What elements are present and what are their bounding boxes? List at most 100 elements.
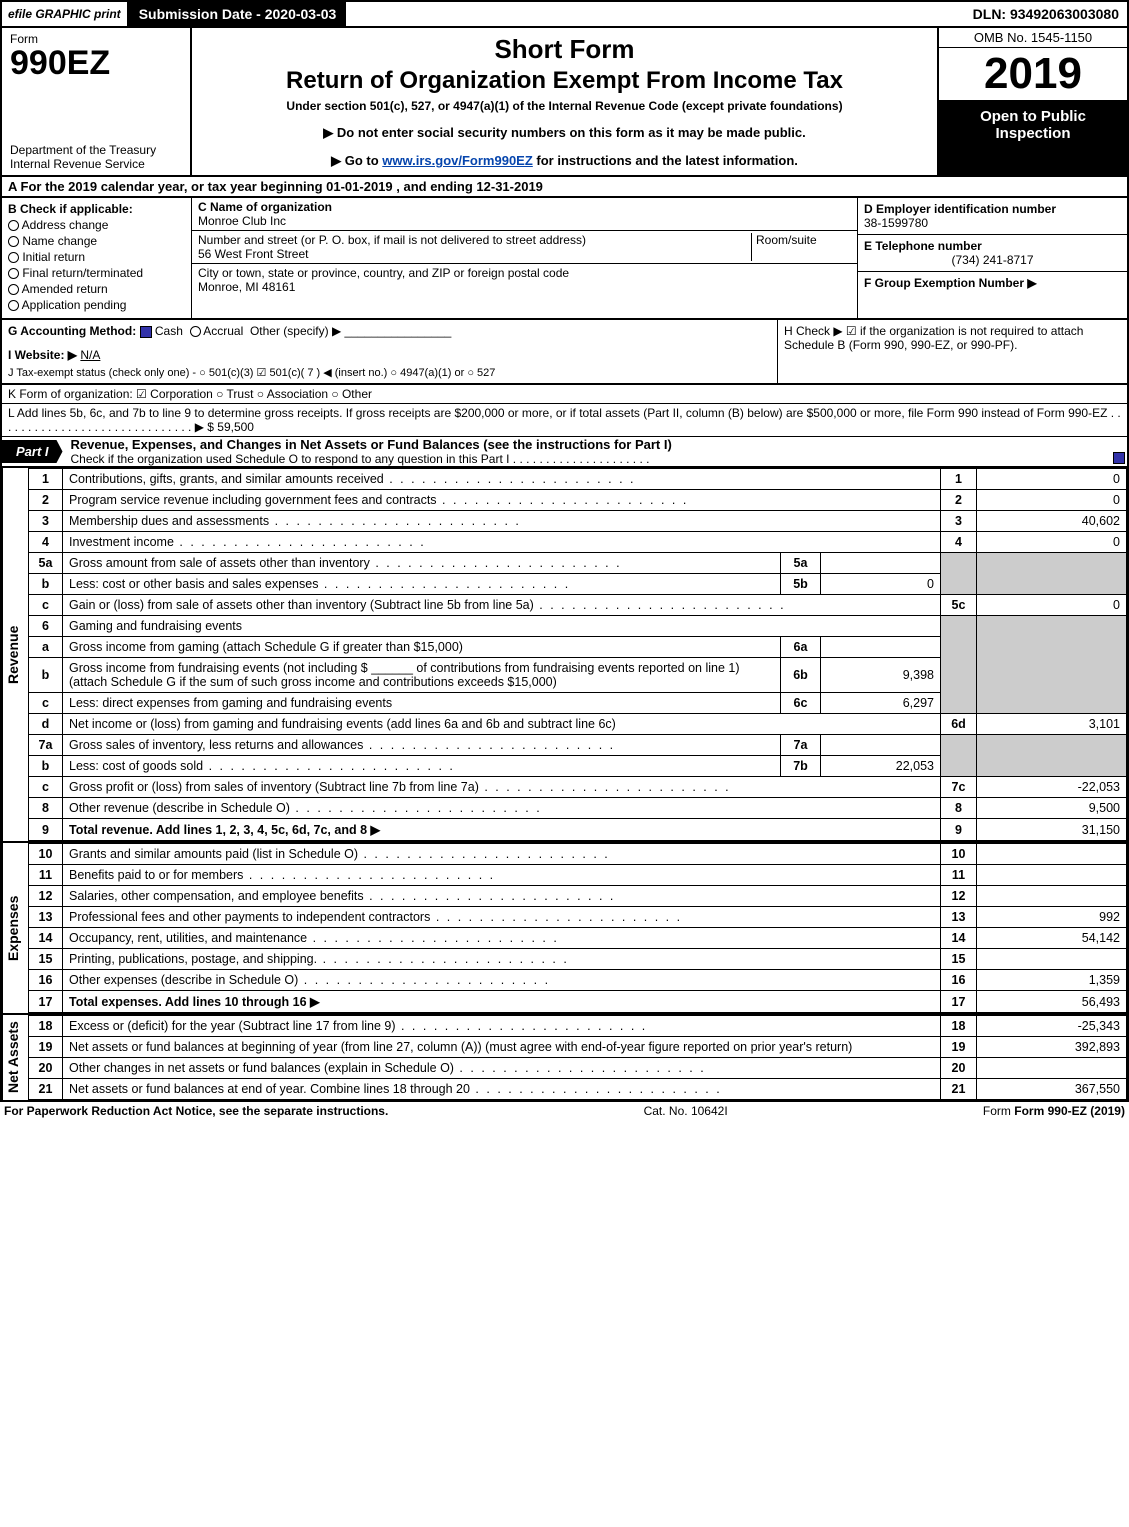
revenue-label: Revenue — [2, 468, 28, 841]
expenses-table: 10Grants and similar amounts paid (list … — [28, 843, 1127, 1013]
expenses-label: Expenses — [2, 843, 28, 1013]
row-4: 4Investment income40 — [29, 532, 1127, 553]
part1-tag: Part I — [2, 440, 63, 463]
cb-initial-return[interactable]: Initial return — [8, 250, 185, 264]
addr-label: Number and street (or P. O. box, if mail… — [198, 233, 586, 247]
paperwork-notice: For Paperwork Reduction Act Notice, see … — [4, 1104, 388, 1118]
note-goto: ▶ Go to www.irs.gov/Form990EZ for instru… — [202, 153, 927, 169]
part1-scheduleo-checkbox[interactable] — [1113, 452, 1125, 464]
line-a-period: A For the 2019 calendar year, or tax yea… — [0, 177, 1129, 198]
form-header: Form 990EZ Department of the Treasury In… — [0, 28, 1129, 177]
org-address: 56 West Front Street — [198, 247, 309, 261]
cb-final-return[interactable]: Final return/terminated — [8, 266, 185, 280]
row-10: 10Grants and similar amounts paid (list … — [29, 844, 1127, 865]
ein-label: D Employer identification number — [864, 202, 1056, 216]
row-14: 14Occupancy, rent, utilities, and mainte… — [29, 928, 1127, 949]
block-gh: G Accounting Method: Cash Accrual Other … — [0, 320, 1129, 385]
tax-year: 2019 — [939, 48, 1127, 100]
row-18: 18Excess or (deficit) for the year (Subt… — [29, 1016, 1127, 1037]
row-20: 20Other changes in net assets or fund ba… — [29, 1058, 1127, 1079]
row-12: 12Salaries, other compensation, and empl… — [29, 886, 1127, 907]
row-3: 3Membership dues and assessments340,602 — [29, 511, 1127, 532]
row-21: 21Net assets or fund balances at end of … — [29, 1079, 1127, 1100]
cb-accrual[interactable] — [190, 326, 201, 337]
cb-name-change[interactable]: Name change — [8, 234, 185, 248]
efile-print[interactable]: efile GRAPHIC print — [2, 2, 129, 26]
revenue-section: Revenue 1Contributions, gifts, grants, a… — [0, 468, 1129, 843]
row-16: 16Other expenses (describe in Schedule O… — [29, 970, 1127, 991]
form-number: 990EZ — [10, 46, 182, 80]
row-5a: 5aGross amount from sale of assets other… — [29, 553, 1127, 574]
top-bar: efile GRAPHIC print Submission Date - 20… — [0, 0, 1129, 28]
city-label: City or town, state or province, country… — [198, 266, 569, 280]
netassets-label: Net Assets — [2, 1015, 28, 1100]
room-suite-label: Room/suite — [751, 233, 851, 261]
form-header-center: Short Form Return of Organization Exempt… — [192, 28, 937, 175]
cb-address-change[interactable]: Address change — [8, 218, 185, 232]
box-b: B Check if applicable: Address change Na… — [2, 198, 192, 318]
entity-block: B Check if applicable: Address change Na… — [0, 198, 1129, 320]
row-11: 11Benefits paid to or for members11 — [29, 865, 1127, 886]
topbar-spacer — [346, 2, 964, 26]
row-1: 1Contributions, gifts, grants, and simil… — [29, 469, 1127, 490]
submission-date: Submission Date - 2020-03-03 — [129, 2, 347, 26]
org-name-label: C Name of organization — [198, 200, 332, 214]
efile-label: efile GRAPHIC print — [8, 7, 121, 21]
row-9: 9Total revenue. Add lines 1, 2, 3, 4, 5c… — [29, 819, 1127, 841]
irs-label: Internal Revenue Service — [10, 157, 182, 171]
row-6d: dNet income or (loss) from gaming and fu… — [29, 714, 1127, 735]
phone-label: E Telephone number — [864, 239, 982, 253]
note-goto-post: for instructions and the latest informat… — [533, 153, 798, 168]
under-section: Under section 501(c), 527, or 4947(a)(1)… — [202, 99, 927, 113]
part1-header: Part I Revenue, Expenses, and Changes in… — [0, 437, 1129, 468]
row-6: 6Gaming and fundraising events — [29, 616, 1127, 637]
group-exemption-label: F Group Exemption Number ▶ — [864, 276, 1037, 290]
row-19: 19Net assets or fund balances at beginni… — [29, 1037, 1127, 1058]
note-goto-pre: ▶ Go to — [331, 153, 382, 168]
return-title: Return of Organization Exempt From Incom… — [202, 67, 927, 95]
line-h: H Check ▶ ☑ if the organization is not r… — [777, 320, 1127, 383]
org-city: Monroe, MI 48161 — [198, 280, 295, 294]
phone-value: (734) 241-8717 — [864, 253, 1121, 267]
form-footer-id: Form Form 990-EZ (2019) — [983, 1104, 1125, 1118]
line-l: L Add lines 5b, 6c, and 7b to line 9 to … — [0, 404, 1129, 437]
note-ssn: ▶ Do not enter social security numbers o… — [202, 125, 927, 141]
box-c: C Name of organization Monroe Club Inc N… — [192, 198, 857, 318]
line-g-label: G Accounting Method: — [8, 324, 136, 338]
row-17: 17Total expenses. Add lines 10 through 1… — [29, 991, 1127, 1013]
org-name: Monroe Club Inc — [198, 214, 286, 228]
block-g-i-j: G Accounting Method: Cash Accrual Other … — [2, 320, 777, 383]
row-5c: cGain or (loss) from sale of assets othe… — [29, 595, 1127, 616]
cb-application-pending[interactable]: Application pending — [8, 298, 185, 312]
line-k: K Form of organization: ☑ Corporation ○ … — [0, 385, 1129, 404]
row-13: 13Professional fees and other payments t… — [29, 907, 1127, 928]
cb-cash-checked[interactable] — [140, 326, 152, 338]
form-header-left: Form 990EZ Department of the Treasury In… — [2, 28, 192, 175]
row-15: 15Printing, publications, postage, and s… — [29, 949, 1127, 970]
short-form-title: Short Form — [202, 34, 927, 65]
website-label: I Website: ▶ — [8, 348, 77, 362]
page-footer: For Paperwork Reduction Act Notice, see … — [0, 1102, 1129, 1120]
netassets-section: Net Assets 18Excess or (deficit) for the… — [0, 1015, 1129, 1102]
row-8: 8Other revenue (describe in Schedule O)8… — [29, 798, 1127, 819]
expenses-section: Expenses 10Grants and similar amounts pa… — [0, 843, 1129, 1015]
website-value: N/A — [80, 348, 100, 362]
line-i: I Website: ▶ N/A — [8, 348, 771, 362]
dln: DLN: 93492063003080 — [965, 2, 1127, 26]
box-b-title: B Check if applicable: — [8, 202, 185, 216]
omb-number: OMB No. 1545-1150 — [939, 28, 1127, 48]
line-j: J Tax-exempt status (check only one) - ○… — [8, 366, 771, 379]
irs-link[interactable]: www.irs.gov/Form990EZ — [382, 153, 533, 168]
part1-sub: Check if the organization used Schedule … — [63, 452, 1127, 466]
dept-treasury: Department of the Treasury — [10, 143, 182, 157]
box-def: D Employer identification number 38-1599… — [857, 198, 1127, 318]
open-public-inspection: Open to Public Inspection — [939, 100, 1127, 175]
cb-amended-return[interactable]: Amended return — [8, 282, 185, 296]
ein-value: 38-1599780 — [864, 216, 928, 230]
revenue-table: 1Contributions, gifts, grants, and simil… — [28, 468, 1127, 841]
line-g: G Accounting Method: Cash Accrual Other … — [8, 324, 771, 338]
row-7c: cGross profit or (loss) from sales of in… — [29, 777, 1127, 798]
netassets-table: 18Excess or (deficit) for the year (Subt… — [28, 1015, 1127, 1100]
catalog-number: Cat. No. 10642I — [644, 1104, 728, 1118]
row-7a: 7aGross sales of inventory, less returns… — [29, 735, 1127, 756]
